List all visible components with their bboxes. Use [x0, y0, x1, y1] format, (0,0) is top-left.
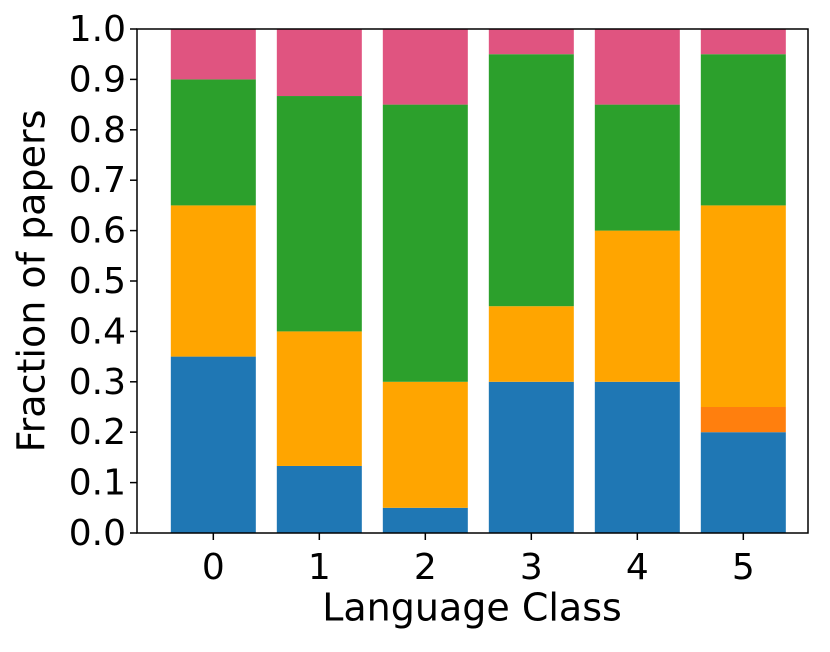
bar-segment: [382, 507, 468, 533]
bar-segment: [276, 96, 362, 332]
bar-segment: [488, 306, 574, 382]
bar-segment: [382, 29, 468, 105]
bar-segment: [594, 104, 680, 231]
x-tick-label: 0: [202, 547, 225, 588]
bar-segment: [170, 29, 256, 80]
bar-segment: [488, 29, 574, 55]
bar-segment: [700, 432, 786, 533]
y-tick-label: 0.9: [69, 59, 126, 100]
bar-segment: [276, 465, 362, 533]
bar-segment: [700, 407, 786, 433]
bar-segment: [170, 79, 256, 206]
y-tick-label: 0.6: [69, 211, 126, 252]
y-tick-label: 0.2: [69, 412, 126, 453]
bar-segment: [276, 331, 362, 466]
bar-segment: [276, 29, 362, 97]
bar-segment: [382, 104, 468, 382]
y-tick-label: 0.5: [69, 261, 126, 302]
bar-segment: [594, 29, 680, 105]
y-tick-label: 0.4: [69, 311, 126, 352]
bar-segment: [700, 29, 786, 55]
bar-segment: [594, 230, 680, 382]
y-tick-label: 1.0: [69, 9, 126, 50]
x-tick-label: 2: [414, 547, 437, 588]
y-tick-label: 0.7: [69, 160, 126, 201]
x-tick-label: 4: [626, 547, 649, 588]
y-tick-label: 0.8: [69, 110, 126, 151]
bar-segment: [382, 381, 468, 508]
bar-segment: [488, 381, 574, 533]
bar-segment: [594, 381, 680, 533]
x-tick-label: 5: [732, 547, 755, 588]
bar-segment: [170, 205, 256, 357]
bar-segment: [700, 54, 786, 206]
y-tick-label: 0.0: [69, 513, 126, 554]
bar-segment: [170, 356, 256, 533]
x-tick-label: 1: [308, 547, 331, 588]
bar-segment: [488, 54, 574, 307]
x-axis-label: Language Class: [322, 586, 622, 630]
y-tick-label: 0.3: [69, 362, 126, 403]
plot-frame: [136, 28, 809, 534]
y-axis-label: Fraction of papers: [10, 110, 54, 453]
x-tick-label: 3: [520, 547, 543, 588]
bar-segment: [700, 205, 786, 407]
y-tick-label: 0.1: [69, 463, 126, 504]
